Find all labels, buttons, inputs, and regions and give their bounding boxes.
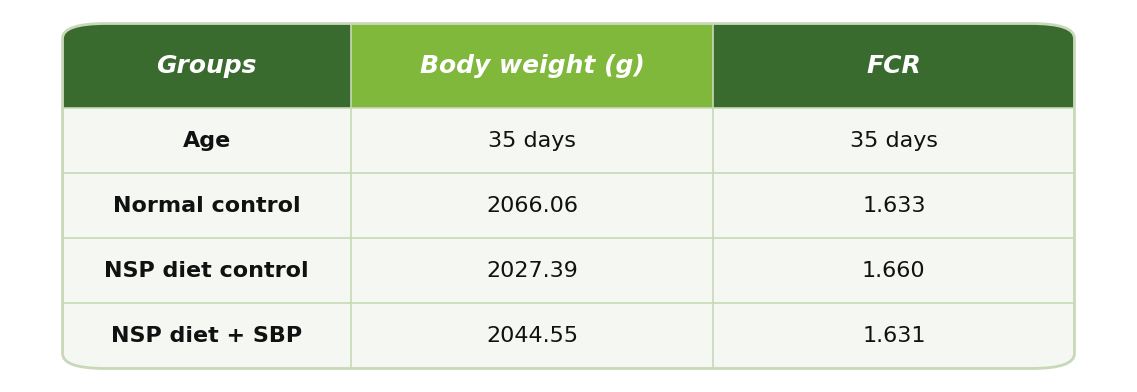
Text: Body weight (g): Body weight (g) — [420, 54, 645, 78]
FancyBboxPatch shape — [63, 24, 351, 108]
Text: 1.631: 1.631 — [862, 326, 926, 346]
Text: 2044.55: 2044.55 — [485, 326, 578, 346]
FancyBboxPatch shape — [63, 303, 1074, 368]
Bar — [63, 303, 1074, 346]
Bar — [192, 24, 351, 108]
Text: 35 days: 35 days — [849, 131, 938, 151]
Bar — [713, 24, 912, 108]
Bar — [713, 83, 1074, 108]
Text: NSP diet control: NSP diet control — [105, 261, 309, 281]
Bar — [63, 238, 1074, 303]
Text: 35 days: 35 days — [488, 131, 576, 151]
Text: 1.633: 1.633 — [862, 196, 926, 216]
FancyBboxPatch shape — [63, 24, 1074, 368]
Bar — [63, 173, 1074, 238]
Text: 2066.06: 2066.06 — [487, 196, 578, 216]
Bar — [63, 83, 351, 108]
Text: NSP diet + SBP: NSP diet + SBP — [111, 326, 302, 346]
Text: Age: Age — [183, 131, 231, 151]
Bar — [351, 24, 713, 108]
Bar — [63, 108, 1074, 173]
Text: 2027.39: 2027.39 — [487, 261, 578, 281]
Text: 1.660: 1.660 — [862, 261, 926, 281]
FancyBboxPatch shape — [713, 24, 1074, 108]
Text: FCR: FCR — [866, 54, 921, 78]
Text: Groups: Groups — [157, 54, 257, 78]
Text: Normal control: Normal control — [113, 196, 300, 216]
